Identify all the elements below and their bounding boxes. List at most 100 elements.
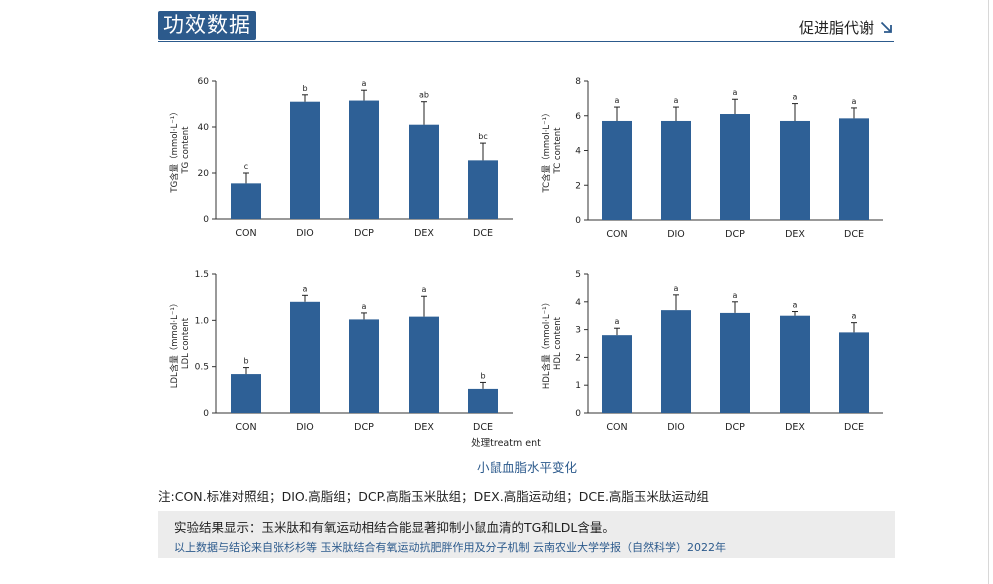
x-tick-label: CON	[235, 228, 256, 239]
bar-dce	[839, 118, 869, 220]
x-tick-label: DIO	[667, 422, 685, 433]
x-tick-label: CON	[606, 422, 627, 433]
y-axis-label: TC含量（mmol·L⁻¹）	[541, 108, 552, 193]
bar-dcp	[349, 100, 379, 219]
y-axis-label: HDL含量（mmol·L⁻¹）	[541, 298, 552, 389]
y-tick-label: 20	[198, 169, 210, 179]
chart-tg: 0 20 40 60 TG含量（mmol·L⁻¹） TG content c CON b DIO a…	[169, 77, 513, 239]
significance-label: b	[480, 371, 485, 380]
y-tick-label: 2	[575, 353, 581, 363]
significance-label: a	[362, 79, 367, 88]
bar-dce	[839, 332, 869, 413]
significance-label: a	[674, 96, 679, 105]
bar-con	[602, 335, 632, 413]
bar-dio	[661, 120, 691, 220]
y-tick-label: 1.0	[195, 316, 210, 326]
x-tick-label: DIO	[296, 422, 314, 433]
x-tick-label: DCP	[354, 422, 374, 433]
significance-label: a	[422, 285, 427, 294]
bar-dce	[468, 388, 498, 413]
bar-dex	[780, 315, 810, 413]
result-box: 实验结果显示：玉米肽和有氧运动相结合能显著抑制小鼠血清的TG和LDL含量。 以上…	[158, 511, 895, 558]
x-tick-label: DCE	[473, 422, 493, 433]
x-tick-label: DCP	[725, 229, 745, 240]
significance-label: c	[244, 162, 248, 171]
y-tick-label: 6	[575, 112, 581, 122]
significance-label: bc	[478, 132, 487, 141]
y-axis-label: TG含量（mmol·L⁻¹）	[169, 107, 180, 193]
significance-label: a	[733, 88, 738, 97]
x-tick-label: DCE	[844, 229, 864, 240]
chart-hdl: 0 1 2 3 4 5 HDL含量（mmol·L⁻¹） HDL content a CON a DIO…	[541, 270, 883, 433]
x-tick-label: DCE	[473, 228, 493, 239]
bar-con	[231, 374, 261, 413]
significance-label: ab	[419, 91, 429, 100]
y-tick-label: 4	[575, 298, 581, 308]
figure-caption: 小鼠血脂水平变化	[476, 460, 577, 475]
significance-label: a	[852, 97, 857, 106]
result-source: 以上数据与结论来自张杉杉等 玉米肽结合有氧运动抗肥胖作用及分子机制 云南农业大学…	[174, 541, 726, 554]
y-tick-label: 5	[575, 270, 581, 280]
significance-label: a	[852, 312, 857, 321]
y-tick-label: 1.5	[195, 270, 209, 280]
significance-label: a	[615, 317, 620, 326]
x-tick-label: DEX	[785, 229, 805, 240]
bar-dex	[780, 120, 810, 220]
significance-label: a	[793, 301, 798, 310]
bar-con	[231, 183, 261, 219]
y-tick-label: 2	[575, 181, 581, 191]
x-tick-label: DCP	[725, 422, 745, 433]
legend-note: 注:CON.标准对照组；DIO.高脂组；DCP.高脂玉米肽组；DEX.高脂运动组…	[158, 489, 709, 504]
bar-dio	[661, 310, 691, 413]
significance-label: a	[303, 284, 308, 293]
title-underline	[158, 41, 894, 42]
significance-label: b	[302, 84, 307, 93]
y-tick-label: 4	[575, 147, 581, 157]
x-tick-label: DCP	[354, 228, 374, 239]
x-tick-label: CON	[235, 422, 256, 433]
bar-dex	[409, 316, 439, 413]
bar-con	[602, 120, 632, 220]
x-tick-label: DCE	[844, 422, 864, 433]
bar-dce	[468, 160, 498, 219]
bar-dcp	[720, 114, 750, 220]
x-tick-label: DEX	[414, 228, 434, 239]
section-tag-label: 促进脂代谢	[798, 19, 874, 37]
significance-label: a	[674, 284, 679, 293]
bar-dio	[290, 301, 320, 413]
page-edge-rule	[988, 0, 989, 584]
significance-label: a	[362, 302, 367, 311]
y-tick-label: 40	[198, 123, 210, 133]
y-tick-label: 8	[575, 77, 581, 87]
significance-label: a	[733, 291, 738, 300]
x-tick-label: CON	[606, 229, 627, 240]
y-tick-label: 0	[575, 216, 581, 226]
y-tick-label: 0.5	[195, 363, 209, 373]
section-tag: 促进脂代谢	[799, 17, 893, 38]
y-tick-label: 3	[575, 326, 581, 336]
chart-tc: 0 2 4 6 8 TC含量（mmol·L⁻¹） TC content a CON a DIO a DC…	[541, 77, 883, 240]
y-axis-label-en: TC content	[553, 127, 563, 175]
result-text: 实验结果显示：玉米肽和有氧运动相结合能显著抑制小鼠血清的TG和LDL含量。	[174, 520, 615, 535]
bar-dio	[290, 101, 320, 219]
y-axis-label-en: HDL content	[553, 316, 563, 370]
y-tick-label: 0	[575, 409, 581, 419]
y-axis-label: LDL含量（mmol·L⁻¹）	[169, 299, 180, 388]
y-tick-label: 1	[575, 381, 581, 391]
arrow-down-right-icon	[880, 21, 892, 33]
bar-dcp	[349, 319, 379, 413]
bar-dcp	[720, 312, 750, 413]
significance-label: b	[243, 357, 248, 366]
shared-x-axis-label: 处理treatm ent	[471, 437, 541, 449]
x-tick-label: DEX	[785, 422, 805, 433]
y-tick-label: 0	[203, 409, 209, 419]
y-tick-label: 60	[198, 77, 210, 87]
page-title: 功效数据	[158, 11, 256, 40]
bar-dex	[409, 124, 439, 219]
x-tick-label: DEX	[414, 422, 434, 433]
y-axis-label-en: LDL content	[181, 317, 191, 369]
chart-ldl: 0 0.5 1.0 1.5 LDL含量（mmol·L⁻¹） LDL content b CON…	[169, 270, 513, 433]
x-tick-label: DIO	[667, 229, 685, 240]
x-tick-label: DIO	[296, 228, 314, 239]
